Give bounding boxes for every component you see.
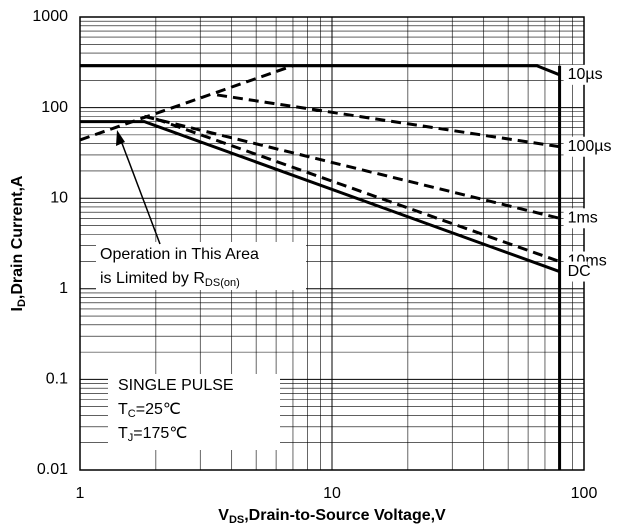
annotation-part: C <box>128 408 136 420</box>
annotation-part: T <box>118 425 128 442</box>
series-line <box>80 64 561 77</box>
y-tick-label: 1 <box>59 280 68 297</box>
x-tick-label: 10 <box>323 485 341 502</box>
annotation-part: J <box>128 432 134 444</box>
annotation-part: SINGLE PULSE <box>118 377 234 394</box>
series-label-bg <box>563 261 588 282</box>
series-label-bg <box>563 64 606 85</box>
x-tick-label: 100 <box>571 485 598 502</box>
x-axis-label: VDS,Drain-to-Source Voltage,V <box>218 507 446 526</box>
series-label-bg <box>563 136 615 157</box>
annotation: Operation in This Area <box>100 246 259 263</box>
annotation: TC=25℃ <box>118 401 181 420</box>
x-tick-label: 1 <box>76 485 85 502</box>
annotation-part: =175℃ <box>133 425 187 442</box>
series-line <box>155 117 561 263</box>
x-axis-label-part: ,Drain-to-Source Voltage,V <box>244 507 446 524</box>
series-label: 100µs <box>568 138 612 155</box>
annotation-part: =25℃ <box>136 401 181 418</box>
series-line <box>143 114 560 220</box>
annotation-part: is Limited by R <box>100 270 205 287</box>
series-line <box>216 93 560 149</box>
annotation: TJ=175℃ <box>118 425 187 444</box>
arrow-head <box>116 130 125 146</box>
annotation-part: DS(on) <box>205 277 240 289</box>
arrow <box>119 137 161 245</box>
series-line <box>80 120 561 273</box>
annotation-box <box>96 242 306 290</box>
annotation-part: T <box>118 401 128 418</box>
y-tick-label: 0.01 <box>37 461 68 478</box>
y-tick-label: 100 <box>41 99 68 116</box>
series-label: 10µs <box>568 66 603 83</box>
y-axis-label-part: D <box>16 299 28 307</box>
annotation: SINGLE PULSE <box>118 377 234 394</box>
annotation-box <box>108 374 280 450</box>
y-tick-label: 0.1 <box>46 371 68 388</box>
series-label: 1ms <box>568 210 598 227</box>
series-label: DC <box>568 263 591 280</box>
y-tick-label: 10 <box>50 189 68 206</box>
y-axis-label-part: I <box>9 307 26 311</box>
x-axis-label-part: DS <box>229 514 244 526</box>
series-label-bg <box>563 208 597 229</box>
x-axis-label-part: V <box>218 507 229 524</box>
y-tick-label: 1000 <box>32 8 68 25</box>
y-axis-label: ID,Drain Current,A <box>9 175 28 311</box>
series-line <box>79 64 294 142</box>
annotation: is Limited by RDS(on) <box>100 270 240 289</box>
y-axis-label-part: ,Drain Current,A <box>9 175 26 299</box>
annotation-part: Operation in This Area <box>100 246 259 263</box>
